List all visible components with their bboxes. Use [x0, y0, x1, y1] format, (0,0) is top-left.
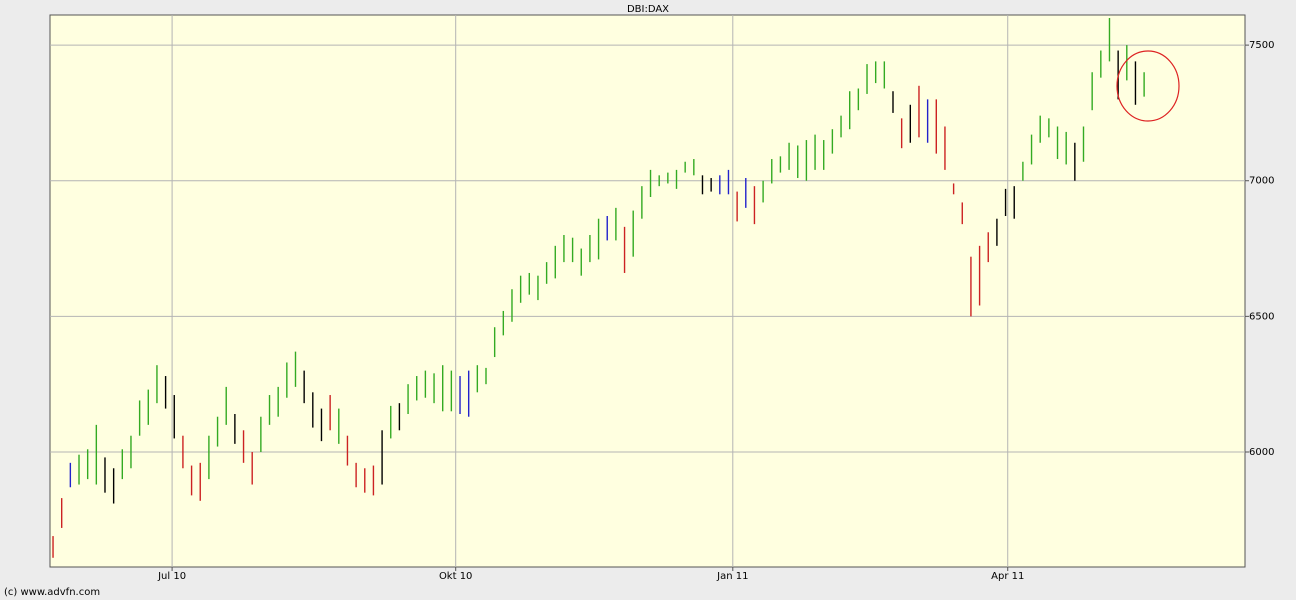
y-tick-label: 6000	[1249, 447, 1274, 458]
x-tick-label: Okt 10	[439, 571, 473, 582]
footer: (c) www.advfn.com	[4, 587, 100, 598]
plot-area	[49, 14, 1246, 568]
highlight-circle	[1116, 50, 1180, 122]
x-tick-label: Jan 11	[716, 571, 748, 582]
chart-title: DBI:DAX	[627, 4, 669, 15]
y-tick-label: 7000	[1249, 176, 1274, 187]
y-tick-label: 6500	[1249, 311, 1274, 322]
y-tick-label: 7500	[1249, 40, 1274, 51]
x-tick-label: Apr 11	[991, 571, 1024, 582]
grid	[50, 15, 1249, 571]
bars	[52, 17, 1145, 558]
x-tick-label: Jul 10	[157, 571, 186, 582]
